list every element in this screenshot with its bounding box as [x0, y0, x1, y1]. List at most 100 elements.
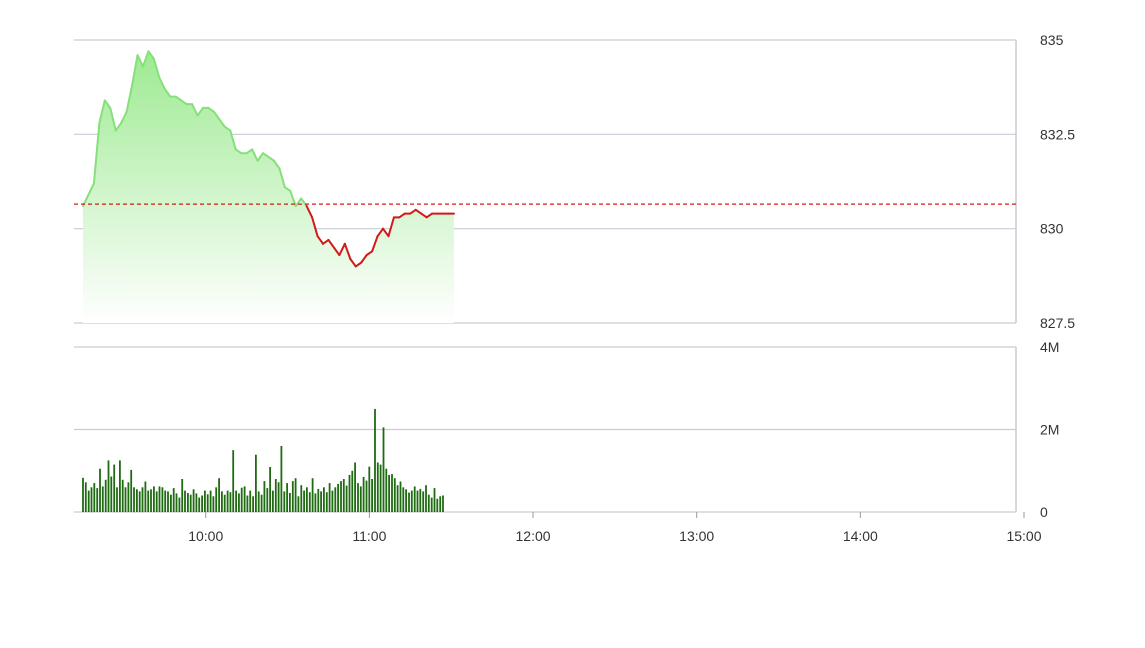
time-tick-label: 10:00 [188, 528, 223, 544]
volume-bar [396, 485, 399, 512]
volume-bar [212, 496, 215, 512]
volume-bar [433, 488, 436, 512]
volume-bar [221, 491, 223, 512]
volume-bar [90, 487, 93, 513]
price-line-segment [398, 212, 406, 219]
time-tick-label: 15:00 [1006, 528, 1041, 544]
volume-bar [257, 491, 260, 512]
price-line-segment [278, 167, 286, 189]
volume-bar [272, 490, 274, 512]
volume-bar [410, 490, 413, 512]
volume-bar [413, 486, 416, 512]
price-line-segment [300, 197, 308, 208]
volume-bar [243, 486, 246, 512]
volume-bar [325, 492, 328, 512]
price-line-segment [174, 95, 183, 102]
price-line-segment [131, 54, 139, 87]
volume-bar [155, 491, 158, 512]
price-line-segment [371, 235, 379, 253]
price-line-segment [158, 76, 166, 91]
volume-bar [308, 492, 311, 512]
volume-bar [328, 483, 331, 512]
volume-bar [345, 485, 348, 512]
volume-bar [402, 487, 405, 513]
price-line-segment [234, 148, 243, 155]
volume-bar [249, 490, 252, 512]
volume-bar [439, 496, 442, 512]
price-line-segment [142, 50, 150, 68]
price-line-segment [223, 125, 232, 132]
volume-bar [359, 486, 362, 512]
price-line-segment [114, 122, 123, 132]
volume-axis-labels: 4M 2M 0 [1040, 339, 1059, 520]
volume-bar [314, 493, 317, 512]
volume-bar [334, 487, 337, 513]
volume-bar [405, 489, 407, 512]
price-area-fill [83, 51, 454, 324]
volume-bar [147, 490, 150, 512]
volume-bar [181, 479, 184, 512]
price-axis-labels: 835 832.5 830 827.5 [1040, 32, 1075, 331]
volume-bar [263, 481, 266, 512]
volume-bar [289, 493, 291, 512]
price-line-segment [109, 106, 117, 132]
price-line-segment [103, 99, 112, 109]
volume-bar [93, 483, 96, 512]
volume-bar [215, 487, 218, 513]
price-line-segment [294, 197, 303, 208]
volume-bar [331, 490, 334, 512]
volume-bar [223, 494, 226, 512]
volume-bar [297, 496, 300, 512]
volume-bar [206, 494, 209, 512]
volume-bar [238, 493, 240, 512]
volume-bar [153, 486, 155, 512]
volume-bar [133, 487, 135, 513]
price-line-segment [120, 110, 128, 125]
price-line-segment [262, 152, 270, 158]
time-axis-labels: 10:00 11:00 12:00 13:00 14:00 15:00 [188, 512, 1042, 544]
volume-bar [371, 479, 373, 512]
price-line-segment [376, 227, 385, 238]
time-tick-label: 13:00 [679, 528, 714, 544]
volume-bar [167, 491, 169, 512]
volume-bar [427, 494, 430, 512]
volume-bar [240, 487, 243, 512]
volume-bar [96, 488, 99, 512]
volume-bar [294, 478, 297, 512]
price-line-segment [191, 103, 199, 117]
volume-bar [351, 470, 354, 513]
volume-bar [419, 488, 422, 512]
price-line-segment [212, 110, 221, 121]
price-line-segment [327, 238, 335, 249]
volume-bar [436, 498, 439, 512]
price-line-segment [229, 129, 237, 151]
price-line-segment [125, 84, 134, 113]
volume-bar [348, 474, 351, 512]
price-line-segment [414, 208, 423, 215]
volume-bar [376, 462, 379, 512]
volume-bar [291, 481, 294, 512]
price-line-segment [349, 257, 357, 268]
price-line-segment [256, 152, 265, 162]
volume-bar [113, 464, 116, 512]
price-line-segment [163, 88, 172, 98]
volume-bar [385, 468, 388, 512]
volume-bar [311, 478, 314, 512]
volume-bar [189, 494, 192, 512]
volume-bar [172, 488, 175, 512]
price-line-segment [245, 148, 254, 155]
volume-bar [408, 492, 410, 512]
volume-bar [337, 483, 339, 512]
price-line-segment [289, 189, 297, 208]
volume-bar [175, 493, 178, 512]
volume-bar [283, 491, 286, 512]
volume-bar [187, 493, 189, 512]
time-tick-label: 14:00 [843, 528, 878, 544]
price-line-segment [283, 186, 292, 192]
volume-bar [136, 489, 138, 512]
price-line-segment [365, 250, 374, 257]
volume-bar [209, 490, 212, 512]
volume-bar [379, 464, 382, 512]
volume-bar [277, 482, 280, 512]
